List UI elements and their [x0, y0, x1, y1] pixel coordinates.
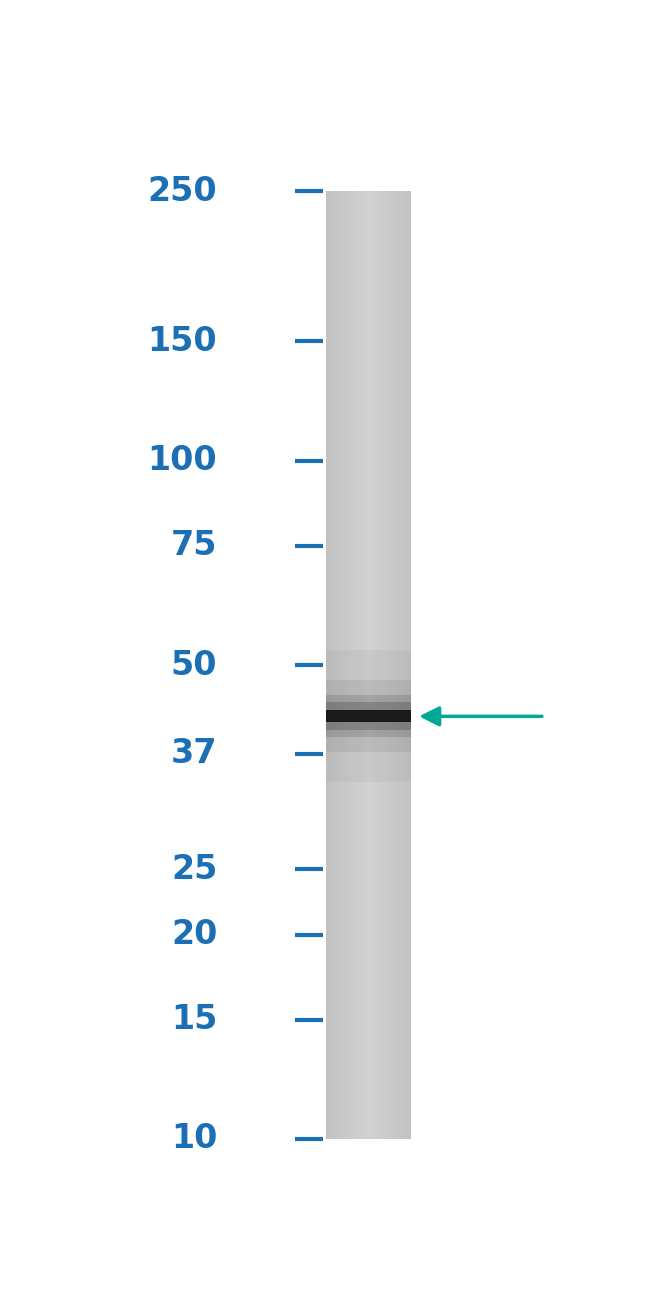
Bar — [369, 191, 370, 1139]
Bar — [376, 191, 377, 1139]
Bar — [367, 191, 369, 1139]
Bar — [358, 191, 359, 1139]
Bar — [366, 191, 367, 1139]
Bar — [375, 191, 376, 1139]
Bar — [363, 191, 364, 1139]
Bar — [370, 191, 372, 1139]
Bar — [405, 191, 406, 1139]
Bar — [407, 191, 408, 1139]
Text: 15: 15 — [171, 1004, 217, 1036]
Bar — [385, 191, 387, 1139]
Bar — [350, 191, 351, 1139]
Bar — [404, 191, 405, 1139]
Bar — [374, 191, 375, 1139]
Bar — [362, 191, 363, 1139]
Bar — [335, 191, 336, 1139]
Bar — [347, 191, 348, 1139]
Text: 100: 100 — [148, 445, 217, 477]
Bar — [398, 191, 400, 1139]
Text: 37: 37 — [171, 737, 217, 770]
Bar — [356, 191, 357, 1139]
Bar — [336, 191, 337, 1139]
Text: 25: 25 — [171, 853, 217, 885]
Bar — [332, 191, 333, 1139]
Bar — [377, 191, 378, 1139]
Bar — [394, 191, 395, 1139]
Bar — [365, 191, 366, 1139]
Bar — [334, 191, 335, 1139]
Bar — [389, 191, 390, 1139]
Bar — [326, 696, 411, 737]
Bar — [327, 191, 328, 1139]
Text: 250: 250 — [148, 174, 217, 208]
Bar — [330, 191, 331, 1139]
Bar — [397, 191, 398, 1139]
Bar — [354, 191, 356, 1139]
Bar — [329, 191, 330, 1139]
Bar — [391, 191, 392, 1139]
Bar — [348, 191, 349, 1139]
Bar — [352, 191, 354, 1139]
Bar — [339, 191, 341, 1139]
Bar — [326, 191, 327, 1139]
Bar — [328, 191, 329, 1139]
Bar — [337, 191, 339, 1139]
Bar — [326, 650, 411, 783]
Bar — [393, 191, 394, 1139]
Bar — [346, 191, 347, 1139]
Text: 50: 50 — [171, 649, 217, 681]
Bar — [326, 680, 411, 753]
Bar — [372, 191, 374, 1139]
Bar — [349, 191, 350, 1139]
Bar — [387, 191, 389, 1139]
Bar — [380, 191, 382, 1139]
Text: 75: 75 — [171, 529, 217, 562]
Bar — [395, 191, 396, 1139]
Text: 10: 10 — [171, 1122, 217, 1156]
Bar — [378, 191, 379, 1139]
Bar — [361, 191, 362, 1139]
Bar — [402, 191, 404, 1139]
Bar — [384, 191, 385, 1139]
Bar — [400, 191, 402, 1139]
Bar — [341, 191, 342, 1139]
Bar — [382, 191, 384, 1139]
Bar — [357, 191, 358, 1139]
Bar — [351, 191, 352, 1139]
Bar — [342, 191, 343, 1139]
Bar — [392, 191, 393, 1139]
Bar — [406, 191, 407, 1139]
Bar — [331, 191, 332, 1139]
Bar — [344, 191, 345, 1139]
Bar — [408, 191, 409, 1139]
Bar — [360, 191, 361, 1139]
Bar — [364, 191, 365, 1139]
Bar — [326, 702, 411, 731]
Bar — [345, 191, 346, 1139]
Bar — [326, 710, 411, 723]
Bar — [333, 191, 334, 1139]
Bar — [409, 191, 410, 1139]
Bar — [410, 191, 411, 1139]
Bar — [390, 191, 391, 1139]
Bar — [343, 191, 344, 1139]
Bar — [359, 191, 360, 1139]
Text: 150: 150 — [148, 325, 217, 358]
Text: 20: 20 — [171, 918, 217, 952]
Bar — [396, 191, 397, 1139]
Bar — [379, 191, 380, 1139]
